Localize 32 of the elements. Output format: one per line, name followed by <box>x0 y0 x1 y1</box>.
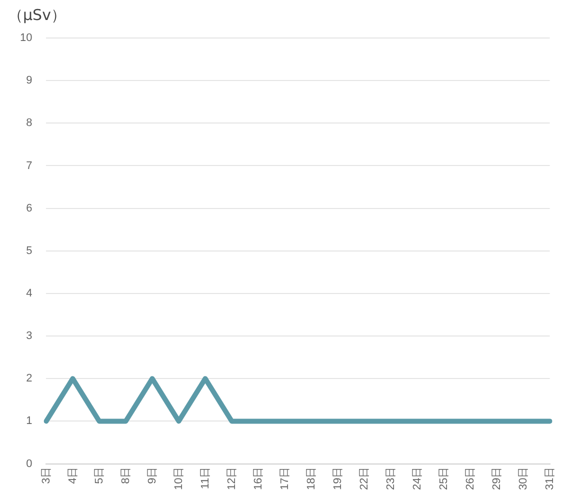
x-tick-label: 19日 <box>332 466 344 490</box>
x-tick-label: 4日 <box>66 466 79 484</box>
x-tick-label: 16日 <box>252 466 264 490</box>
y-tick-label: 1 <box>26 415 32 428</box>
y-tick-label: 7 <box>26 160 32 172</box>
x-tick-label: 17日 <box>278 466 291 490</box>
x-tick-label: 23日 <box>384 466 397 490</box>
x-tick-label: 31日 <box>544 466 556 490</box>
y-tick-label: 4 <box>26 287 32 300</box>
x-tick-label: 26日 <box>464 466 476 490</box>
x-tick-label: 12日 <box>226 466 238 490</box>
y-tick-label: 8 <box>26 117 32 130</box>
y-tick-label: 2 <box>26 372 32 385</box>
x-tick-label: 25日 <box>438 466 450 490</box>
x-tick-label: 24日 <box>411 466 424 490</box>
y-tick-label: 9 <box>26 74 32 87</box>
x-tick-label: 8日 <box>120 466 132 484</box>
x-tick-label: 11日 <box>199 466 212 490</box>
x-tick-label: 10日 <box>172 466 185 490</box>
x-tick-label: 29日 <box>490 466 503 490</box>
x-tick-label: 9日 <box>146 466 158 484</box>
x-tick-label: 22日 <box>358 466 370 490</box>
y-tick-label: 0 <box>26 458 32 470</box>
x-tick-label: 5日 <box>93 466 106 484</box>
x-tick-label: 30日 <box>517 466 530 490</box>
y-tick-label: 3 <box>26 330 32 342</box>
x-tick-label: 3日 <box>40 466 52 484</box>
y-tick-label: 6 <box>26 202 32 214</box>
y-tick-label: 10 <box>20 32 32 44</box>
x-tick-label: 18日 <box>305 466 318 490</box>
y-tick-label: 5 <box>26 244 32 257</box>
y-axis-title: （μSv） <box>8 6 66 25</box>
